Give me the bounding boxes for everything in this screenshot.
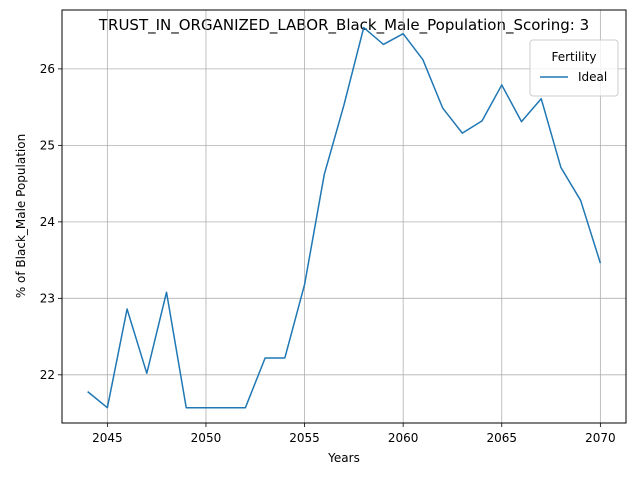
legend-title: Fertility: [551, 50, 596, 64]
x-axis-label: Years: [327, 451, 360, 465]
x-tick-label: 2050: [191, 431, 222, 445]
legend: Fertility Ideal: [529, 39, 619, 97]
x-tick-label: 2055: [289, 431, 320, 445]
x-tick-label: 2060: [388, 431, 419, 445]
y-tick-label: 24: [40, 215, 55, 229]
chart-title: TRUST_IN_ORGANIZED_LABOR_Black_Male_Popu…: [98, 16, 589, 35]
x-tick-label: 2070: [585, 431, 616, 445]
y-tick-label: 25: [40, 138, 55, 152]
x-tick-label: 2065: [486, 431, 517, 445]
legend-entry-ideal: Ideal: [578, 70, 607, 84]
y-tick-label: 22: [40, 368, 55, 382]
y-axis-ticks: 22 23 24 25 26: [40, 62, 62, 382]
y-axis-label: % of Black_Male Population: [14, 134, 28, 298]
series-line-ideal: [87, 26, 602, 409]
x-axis-ticks: 2045 2050 2055 2060 2065 2070: [92, 423, 616, 445]
y-tick-label: 26: [40, 62, 55, 76]
legend-box: [529, 39, 619, 97]
series-lines: [87, 26, 602, 409]
plot-area-frame: [61, 9, 627, 424]
x-tick-label: 2045: [92, 431, 123, 445]
y-tick-label: 23: [40, 291, 55, 305]
